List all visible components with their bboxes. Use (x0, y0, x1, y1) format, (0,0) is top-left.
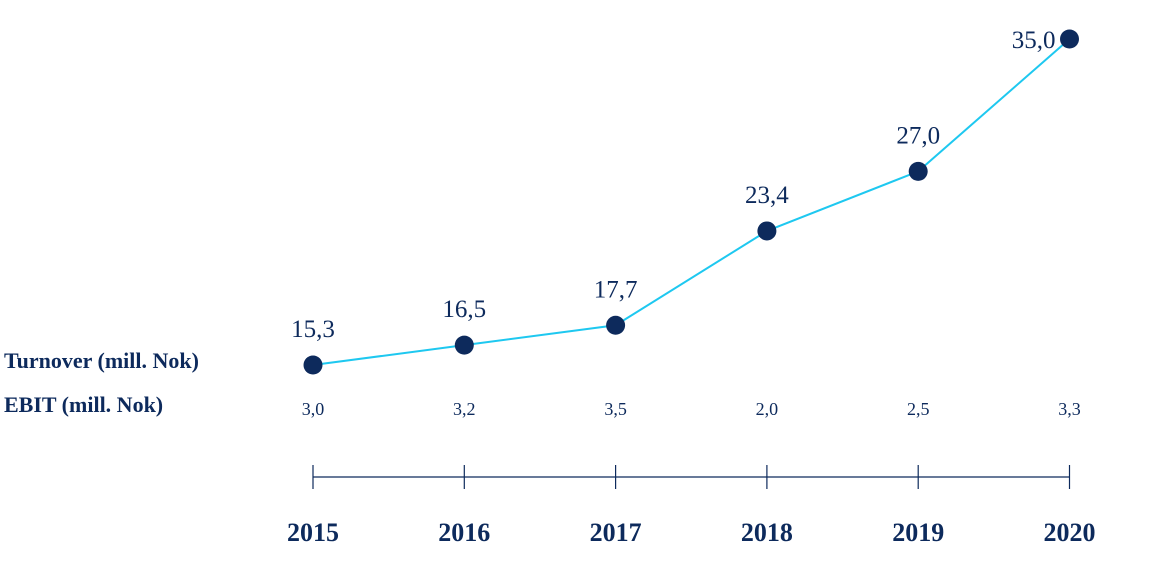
turnover-row-label: Turnover (mill. Nok) (4, 348, 199, 373)
year-axis: 2015 2016 2017 2018 2019 2020 (287, 465, 1096, 547)
turnover-marker-2015 (303, 355, 323, 375)
turnover-value-2017: 17,7 (594, 276, 638, 303)
turnover-marker-layer (303, 29, 1079, 375)
year-label-2016: 2016 (438, 518, 490, 547)
year-label-2015: 2015 (287, 518, 339, 547)
year-label-2019: 2019 (892, 518, 944, 547)
ebit-row-label: EBIT (mill. Nok) (4, 392, 164, 417)
year-label-2020: 2020 (1044, 518, 1096, 547)
ebit-value-2018: 2,0 (756, 399, 779, 419)
turnover-value-2018: 23,4 (745, 182, 789, 209)
ebit-value-2019: 2,5 (907, 399, 930, 419)
turnover-marker-2019 (908, 161, 928, 181)
turnover-line (312, 38, 1071, 366)
turnover-marker-2020 (1060, 29, 1079, 49)
ebit-value-2015: 3,0 (302, 399, 325, 419)
turnover-marker-2016 (454, 335, 474, 355)
year-label-2018: 2018 (741, 518, 793, 547)
turnover-marker-2017 (606, 315, 626, 335)
ebit-value-2020: 3,3 (1058, 399, 1081, 419)
year-label-2017: 2017 (590, 518, 642, 547)
turnover-value-2016: 16,5 (442, 296, 486, 323)
value-label-layer: 15,3 16,5 17,7 23,4 27,0 35,0 3,0 3,2 3,5 2,0 2,5 3… (291, 27, 1081, 419)
turnover-value-2019: 27,0 (896, 122, 940, 149)
turnover-value-2015: 15,3 (291, 316, 335, 343)
turnover-marker-2018 (757, 221, 777, 241)
ebit-value-2016: 3,2 (453, 399, 476, 419)
turnover-value-2020: 35,0 (1012, 27, 1056, 54)
ebit-value-2017: 3,5 (604, 399, 627, 419)
turnover-line-layer (312, 38, 1071, 366)
